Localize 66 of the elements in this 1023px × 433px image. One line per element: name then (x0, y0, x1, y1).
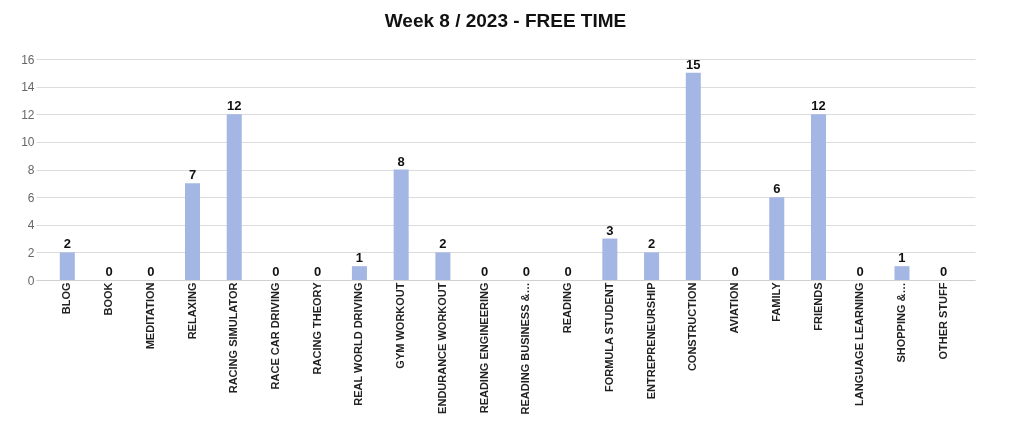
x-tick-label: SHOPPING &… (894, 282, 907, 363)
bar (685, 72, 701, 280)
data-label: 0 (481, 264, 489, 279)
bar (810, 114, 827, 280)
y-tick-label: 16 (21, 52, 35, 67)
x-tick-label: BOOK (102, 282, 115, 316)
x-tick-label: GYM WORKOUT (394, 282, 407, 369)
bar (226, 114, 242, 280)
y-tick-label: 14 (21, 80, 35, 95)
x-tick-label: FRIENDS (811, 282, 824, 331)
bar (351, 266, 367, 280)
x-tick-label: AVIATION (728, 282, 741, 334)
bar (769, 197, 785, 280)
data-label: 7 (188, 167, 197, 183)
data-label: 0 (105, 264, 113, 279)
data-label: 2 (63, 236, 71, 252)
x-tick-label: READING (561, 282, 574, 334)
y-tick-label: 6 (27, 190, 35, 205)
bar (393, 169, 409, 280)
bar (602, 238, 618, 280)
x-tick-label: OTHER STUFF (936, 282, 949, 360)
data-label: 3 (606, 222, 614, 238)
bar (644, 252, 660, 280)
x-tick-label: RELAXING (185, 282, 198, 340)
data-label: 0 (272, 264, 280, 279)
x-tick-label: CONSTRUCTION (686, 282, 699, 372)
x-tick-label: RACING SIMULATOR (227, 282, 240, 394)
data-label: 15 (686, 56, 701, 72)
x-tick-label: MEDITATION (143, 282, 156, 350)
data-label: 12 (811, 98, 826, 114)
y-tick-label: 2 (27, 245, 35, 260)
bar (59, 252, 75, 280)
x-tick-label: RACING THEORY (310, 281, 323, 375)
data-label: 8 (397, 153, 405, 169)
x-tick-label: FAMILY (769, 281, 782, 322)
bar (184, 183, 201, 280)
y-tick-label: 8 (27, 163, 35, 177)
data-label: 0 (522, 264, 530, 279)
x-tick-label: READING ENGINEERING (477, 282, 490, 414)
data-label: 2 (439, 236, 447, 252)
data-label: 2 (647, 236, 656, 252)
data-label: 0 (731, 264, 739, 279)
x-tick-label: RACE CAR DRIVING (268, 282, 281, 390)
data-label: 12 (227, 98, 242, 114)
y-tick-label: 4 (27, 218, 35, 233)
x-tick-label: FORMULA STUDENT (602, 282, 615, 393)
chart-title: Week 8 / 2023 - FREE TIME (384, 10, 627, 31)
x-tick-label: REAL WORLD DRIVING (352, 282, 365, 406)
data-label: 0 (856, 264, 864, 279)
y-tick-label: 10 (21, 135, 35, 150)
data-label: 0 (940, 264, 948, 279)
data-label: 0 (564, 264, 572, 279)
x-tick-label: ENDURANCE WORKOUT (435, 282, 448, 414)
x-tick-label: BLOG (60, 282, 73, 315)
bar (435, 252, 451, 280)
x-tick-label: LANGUAGE LEARNING (853, 282, 866, 406)
data-label: 0 (147, 264, 155, 279)
data-label: 1 (898, 250, 906, 266)
y-tick-label: 0 (27, 273, 35, 288)
y-tick-label: 12 (21, 107, 35, 122)
bar (894, 266, 910, 280)
x-tick-label: READING BUSINESS &… (519, 282, 532, 415)
data-label: 1 (355, 250, 364, 266)
data-label: 6 (773, 181, 781, 197)
data-label: 0 (314, 264, 322, 279)
x-tick-label: ENTREPRENEURSHIP (644, 282, 657, 400)
